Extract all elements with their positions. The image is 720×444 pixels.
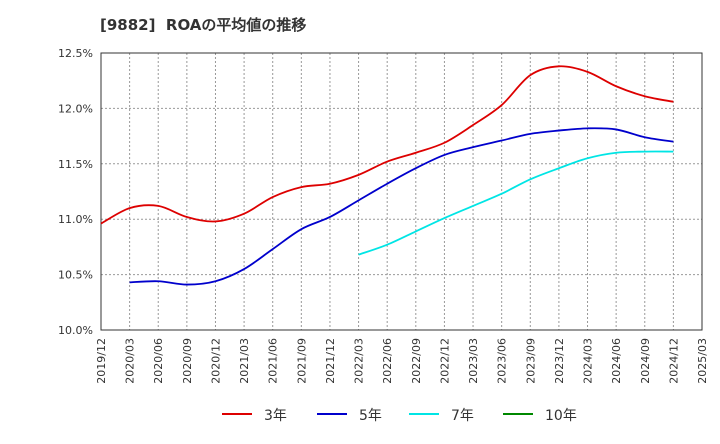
series-line-0 (100, 65, 674, 225)
x-tick-label: 2020/03 (124, 338, 137, 384)
chart-title: [9882] ROAの平均値の推移 (100, 16, 307, 34)
x-tick-label: 2022/09 (410, 338, 423, 384)
x-tick-label: 2020/09 (181, 338, 194, 384)
y-tick-label: 11.5% (58, 158, 93, 171)
y-tick-label: 12.0% (58, 102, 93, 115)
x-tick-label: 2022/03 (353, 338, 366, 384)
plot-area (101, 53, 702, 330)
x-tick-label: 2023/06 (496, 338, 509, 384)
x-tick-label: 2023/12 (553, 338, 566, 384)
x-tick-label: 2023/09 (524, 338, 537, 384)
series-line-1 (129, 127, 674, 286)
x-tick-label: 2021/12 (324, 338, 337, 384)
y-tick-label: 12.5% (58, 47, 93, 60)
legend-label-1: 5年 (359, 408, 382, 424)
x-tick-label: 2022/12 (438, 338, 451, 384)
y-tick-label: 10.5% (58, 269, 93, 282)
legend-label-0: 3年 (264, 408, 287, 424)
y-tick-label: 10.0% (58, 324, 93, 337)
x-tick-label: 2020/12 (209, 338, 222, 384)
x-tick-label: 2024/12 (667, 338, 680, 384)
series-line-2 (358, 150, 674, 256)
legend-label-2: 7年 (451, 408, 474, 424)
x-tick-label: 2023/03 (467, 338, 480, 384)
x-tick-label: 2021/09 (295, 338, 308, 384)
x-tick-label: 2024/09 (639, 338, 652, 384)
x-tick-label: 2021/03 (238, 338, 251, 384)
x-tick-label: 2025/03 (696, 338, 709, 384)
x-tick-label: 2020/06 (152, 338, 165, 384)
plot-frame (100, 52, 703, 331)
x-tick-label: 2024/03 (582, 338, 595, 384)
y-tick-label: 11.0% (58, 213, 93, 226)
x-tick-label: 2021/06 (267, 338, 280, 384)
x-tick-label: 2024/06 (610, 338, 623, 384)
x-tick-label: 2022/06 (381, 338, 394, 384)
legend-label-3: 10年 (545, 408, 577, 424)
x-tick-label: 2019/12 (95, 338, 108, 384)
